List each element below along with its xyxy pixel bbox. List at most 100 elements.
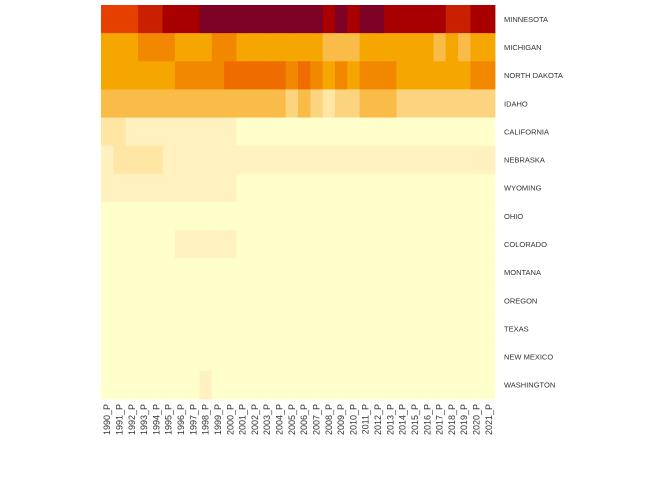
heatmap-cell (470, 117, 484, 147)
heatmap-cell (458, 117, 471, 147)
heatmap-cell (211, 258, 225, 287)
heatmap-cell (224, 314, 237, 344)
heatmap-cell (261, 342, 274, 372)
heatmap-cell (162, 117, 176, 147)
heatmap-cell (187, 342, 200, 372)
heatmap-cell (433, 202, 447, 231)
heatmap-cell (396, 173, 410, 203)
heatmap-cell (150, 117, 163, 147)
heatmap-cell (470, 286, 484, 315)
heatmap-cell (211, 5, 225, 34)
heatmap-cell (408, 202, 422, 231)
heatmap-cell (224, 145, 237, 175)
heatmap-cell (371, 89, 385, 118)
heatmap-cell (285, 370, 299, 400)
heatmap-cell (137, 33, 151, 62)
heatmap-cell (199, 89, 213, 118)
heatmap-cells (101, 5, 496, 400)
heatmap-cell (347, 230, 360, 259)
heatmap-cell (421, 5, 434, 34)
heatmap-cell (224, 33, 237, 62)
heatmap-cell (199, 286, 213, 315)
heatmap-cell (470, 145, 484, 175)
column-label: 2015_P (410, 404, 420, 435)
heatmap-cell (187, 117, 200, 147)
heatmap-cell (248, 89, 262, 118)
heatmap-cell (347, 342, 360, 372)
heatmap-cell (113, 342, 127, 372)
column-label: 2004_P (275, 404, 285, 435)
heatmap-cell (396, 314, 410, 344)
heatmap-cell (174, 33, 188, 62)
heatmap-cell (137, 173, 151, 203)
heatmap-cell (458, 370, 471, 400)
heatmap-cell (273, 286, 287, 315)
heatmap-cell (334, 145, 348, 175)
heatmap-cell (408, 258, 422, 287)
column-label: 1994_P (151, 404, 161, 435)
heatmap-cell (347, 314, 360, 344)
heatmap-cell (384, 173, 397, 203)
heatmap-cell (396, 5, 410, 34)
heatmap-cell (322, 89, 336, 118)
heatmap-cell (162, 230, 176, 259)
heatmap-cell (101, 202, 114, 231)
heatmap-cell (347, 89, 360, 118)
heatmap-cell (371, 5, 385, 34)
heatmap-cell (445, 117, 459, 147)
heatmap-cell (445, 258, 459, 287)
heatmap-cell (310, 202, 324, 231)
heatmap-cell (359, 230, 373, 259)
heatmap-cell (421, 370, 434, 400)
heatmap-cell (199, 230, 213, 259)
heatmap-cell (125, 117, 139, 147)
heatmap-cell (236, 5, 250, 34)
heatmap-cell (445, 61, 459, 90)
heatmap-cell (285, 286, 299, 315)
heatmap-cell (199, 202, 213, 231)
heatmap-cell (137, 145, 151, 175)
heatmap-cell (298, 5, 311, 34)
heatmap-cell (125, 230, 139, 259)
heatmap-cell (371, 342, 385, 372)
heatmap-cell (408, 230, 422, 259)
heatmap-cell (445, 314, 459, 344)
heatmap-cell (359, 5, 373, 34)
heatmap-cell (384, 33, 397, 62)
heatmap-cell (408, 173, 422, 203)
column-label: 1996_P (176, 404, 186, 435)
heatmap-cell (125, 33, 139, 62)
heatmap-cell (174, 286, 188, 315)
heatmap-cell (248, 370, 262, 400)
heatmap-cell (187, 5, 200, 34)
heatmap-cell (482, 117, 496, 147)
heatmap-cell (371, 370, 385, 400)
heatmap-cell (236, 117, 250, 147)
heatmap-cell (421, 89, 434, 118)
heatmap-cell (199, 173, 213, 203)
heatmap-cell (224, 370, 237, 400)
heatmap-cell (162, 314, 176, 344)
column-label: 1992_P (127, 404, 137, 435)
heatmap-cell (470, 342, 484, 372)
heatmap-cell (359, 370, 373, 400)
heatmap-cell (211, 314, 225, 344)
heatmap-cell (421, 61, 434, 90)
heatmap-cell (285, 314, 299, 344)
heatmap-cell (101, 370, 114, 400)
heatmap-cell (125, 89, 139, 118)
heatmap-cell (224, 5, 237, 34)
heatmap-cell (310, 89, 324, 118)
heatmap-cell (162, 286, 176, 315)
heatmap-cell (261, 258, 274, 287)
heatmap-cell (211, 342, 225, 372)
heatmap-cell (150, 314, 163, 344)
heatmap-cell (273, 145, 287, 175)
heatmap-cell (162, 173, 176, 203)
heatmap-cell (371, 258, 385, 287)
heatmap-cell (371, 230, 385, 259)
heatmap-cell (445, 89, 459, 118)
heatmap-cell (285, 89, 299, 118)
heatmap-cell (125, 173, 139, 203)
heatmap-cell (371, 117, 385, 147)
